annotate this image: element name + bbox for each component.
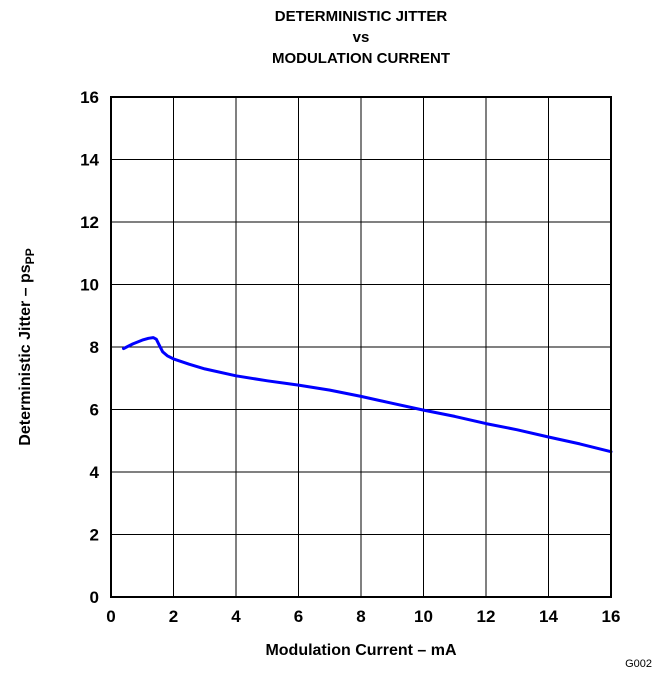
x-tick-label: 0	[106, 607, 115, 626]
y-tick-label: 10	[80, 276, 99, 295]
y-tick-label: 8	[90, 338, 99, 357]
y-tick-label: 6	[90, 401, 99, 420]
x-tick-label: 2	[169, 607, 178, 626]
gridlines	[111, 97, 611, 597]
x-tick-label: 4	[231, 607, 241, 626]
y-axis-label: Deterministic Jitter – psPP	[17, 248, 37, 445]
x-axis-label: Modulation Current – mA	[265, 642, 457, 659]
y-tick-label: 12	[80, 213, 99, 232]
figure-code: G002	[625, 658, 652, 670]
x-tick-label: 14	[539, 607, 558, 626]
chart-title-line-1: DETERMINISTIC JITTER	[275, 8, 448, 25]
y-tick-label: 4	[90, 463, 100, 482]
x-tick-label: 16	[602, 607, 621, 626]
y-tick-label: 16	[80, 88, 99, 107]
chart-title-line-2: vs	[353, 29, 370, 46]
y-axis-label-subscript: PP	[23, 248, 37, 264]
chart-title-line-3: MODULATION CURRENT	[272, 50, 450, 67]
series-line	[122, 336, 613, 454]
x-tick-labels: 0 2 4 6 8 10 12 14 16	[106, 607, 620, 626]
series-layer	[122, 336, 613, 454]
x-tick-label: 6	[294, 607, 303, 626]
x-tick-label: 12	[477, 607, 496, 626]
y-tick-labels: 0 2 4 6 8 10 12 14 16	[80, 88, 99, 607]
y-tick-label: 2	[90, 526, 99, 545]
y-tick-label: 14	[80, 151, 99, 170]
y-tick-label: 0	[90, 588, 99, 607]
x-tick-label: 8	[356, 607, 365, 626]
y-axis-label-main: Deterministic Jitter – ps	[17, 264, 34, 446]
x-tick-label: 10	[414, 607, 433, 626]
plot-frame	[110, 96, 612, 598]
